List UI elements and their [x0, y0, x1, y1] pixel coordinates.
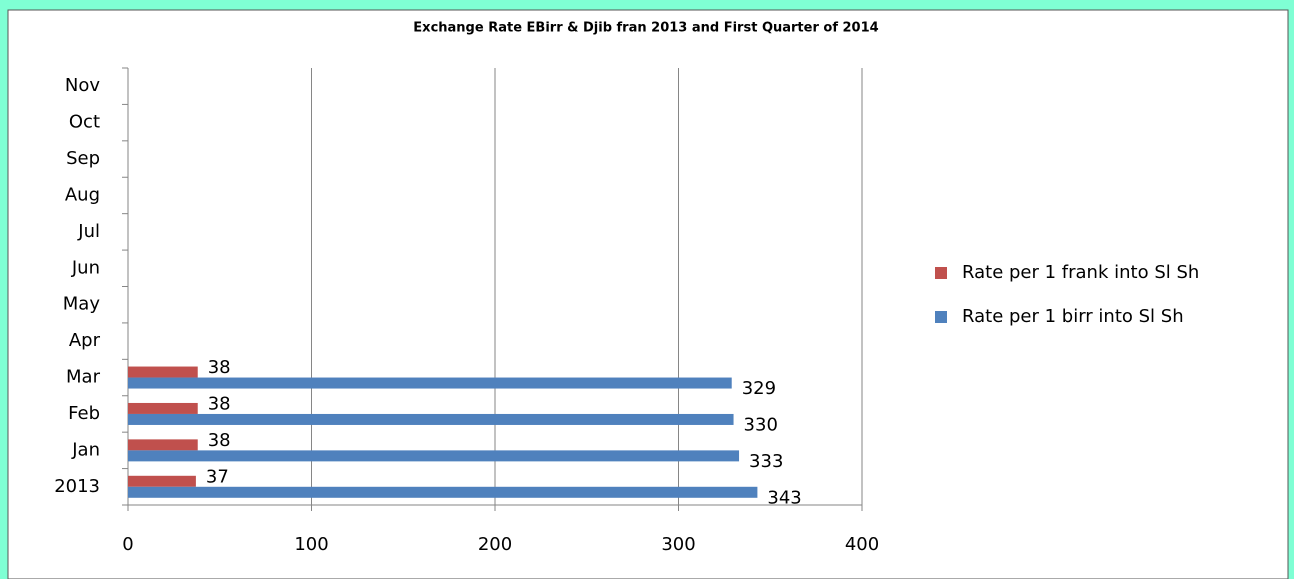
- bar: [128, 475, 196, 487]
- legend-swatch: [935, 267, 947, 279]
- y-tick-label: Oct: [69, 112, 100, 133]
- bar: [128, 413, 734, 425]
- y-tick-label: Jul: [77, 221, 100, 242]
- y-tick-label: Nov: [65, 75, 100, 96]
- x-tick-label: 0: [122, 534, 133, 555]
- y-tick-label: Mar: [66, 367, 101, 388]
- y-tick-label: Feb: [68, 403, 100, 424]
- legend-swatch: [935, 311, 947, 323]
- x-tick-label: 400: [845, 534, 879, 555]
- x-tick-label: 100: [294, 534, 328, 555]
- data-label: 333: [749, 451, 783, 472]
- y-tick-label: Apr: [69, 330, 101, 351]
- bar: [128, 377, 732, 389]
- bar: [128, 366, 198, 378]
- legend-label: Rate per 1 birr into Sl Sh: [962, 306, 1184, 327]
- bar: [128, 439, 198, 451]
- y-tick-label: Aug: [65, 184, 100, 205]
- legend-label: Rate per 1 frank into Sl Sh: [962, 262, 1199, 283]
- bar: [128, 450, 740, 462]
- data-label: 38: [208, 430, 231, 451]
- y-tick-label: Jan: [71, 439, 100, 460]
- bar: [128, 402, 198, 414]
- data-label: 38: [208, 357, 231, 378]
- x-tick-label: 200: [478, 534, 512, 555]
- y-tick-label: May: [63, 294, 101, 315]
- x-tick-label: 300: [661, 534, 695, 555]
- y-tick-label: 2013: [54, 476, 100, 497]
- data-label: 330: [744, 414, 778, 435]
- y-tick-label: Sep: [66, 148, 100, 169]
- bar: [128, 486, 758, 498]
- y-tick-label: Jun: [71, 257, 100, 278]
- data-label: 37: [206, 466, 229, 487]
- data-label: 343: [767, 487, 801, 508]
- data-label: 38: [208, 393, 231, 414]
- data-label: 329: [742, 378, 776, 399]
- chart-area: [7, 9, 1289, 579]
- chart-title: Exchange Rate EBirr & Djib fran 2013 and…: [413, 21, 878, 36]
